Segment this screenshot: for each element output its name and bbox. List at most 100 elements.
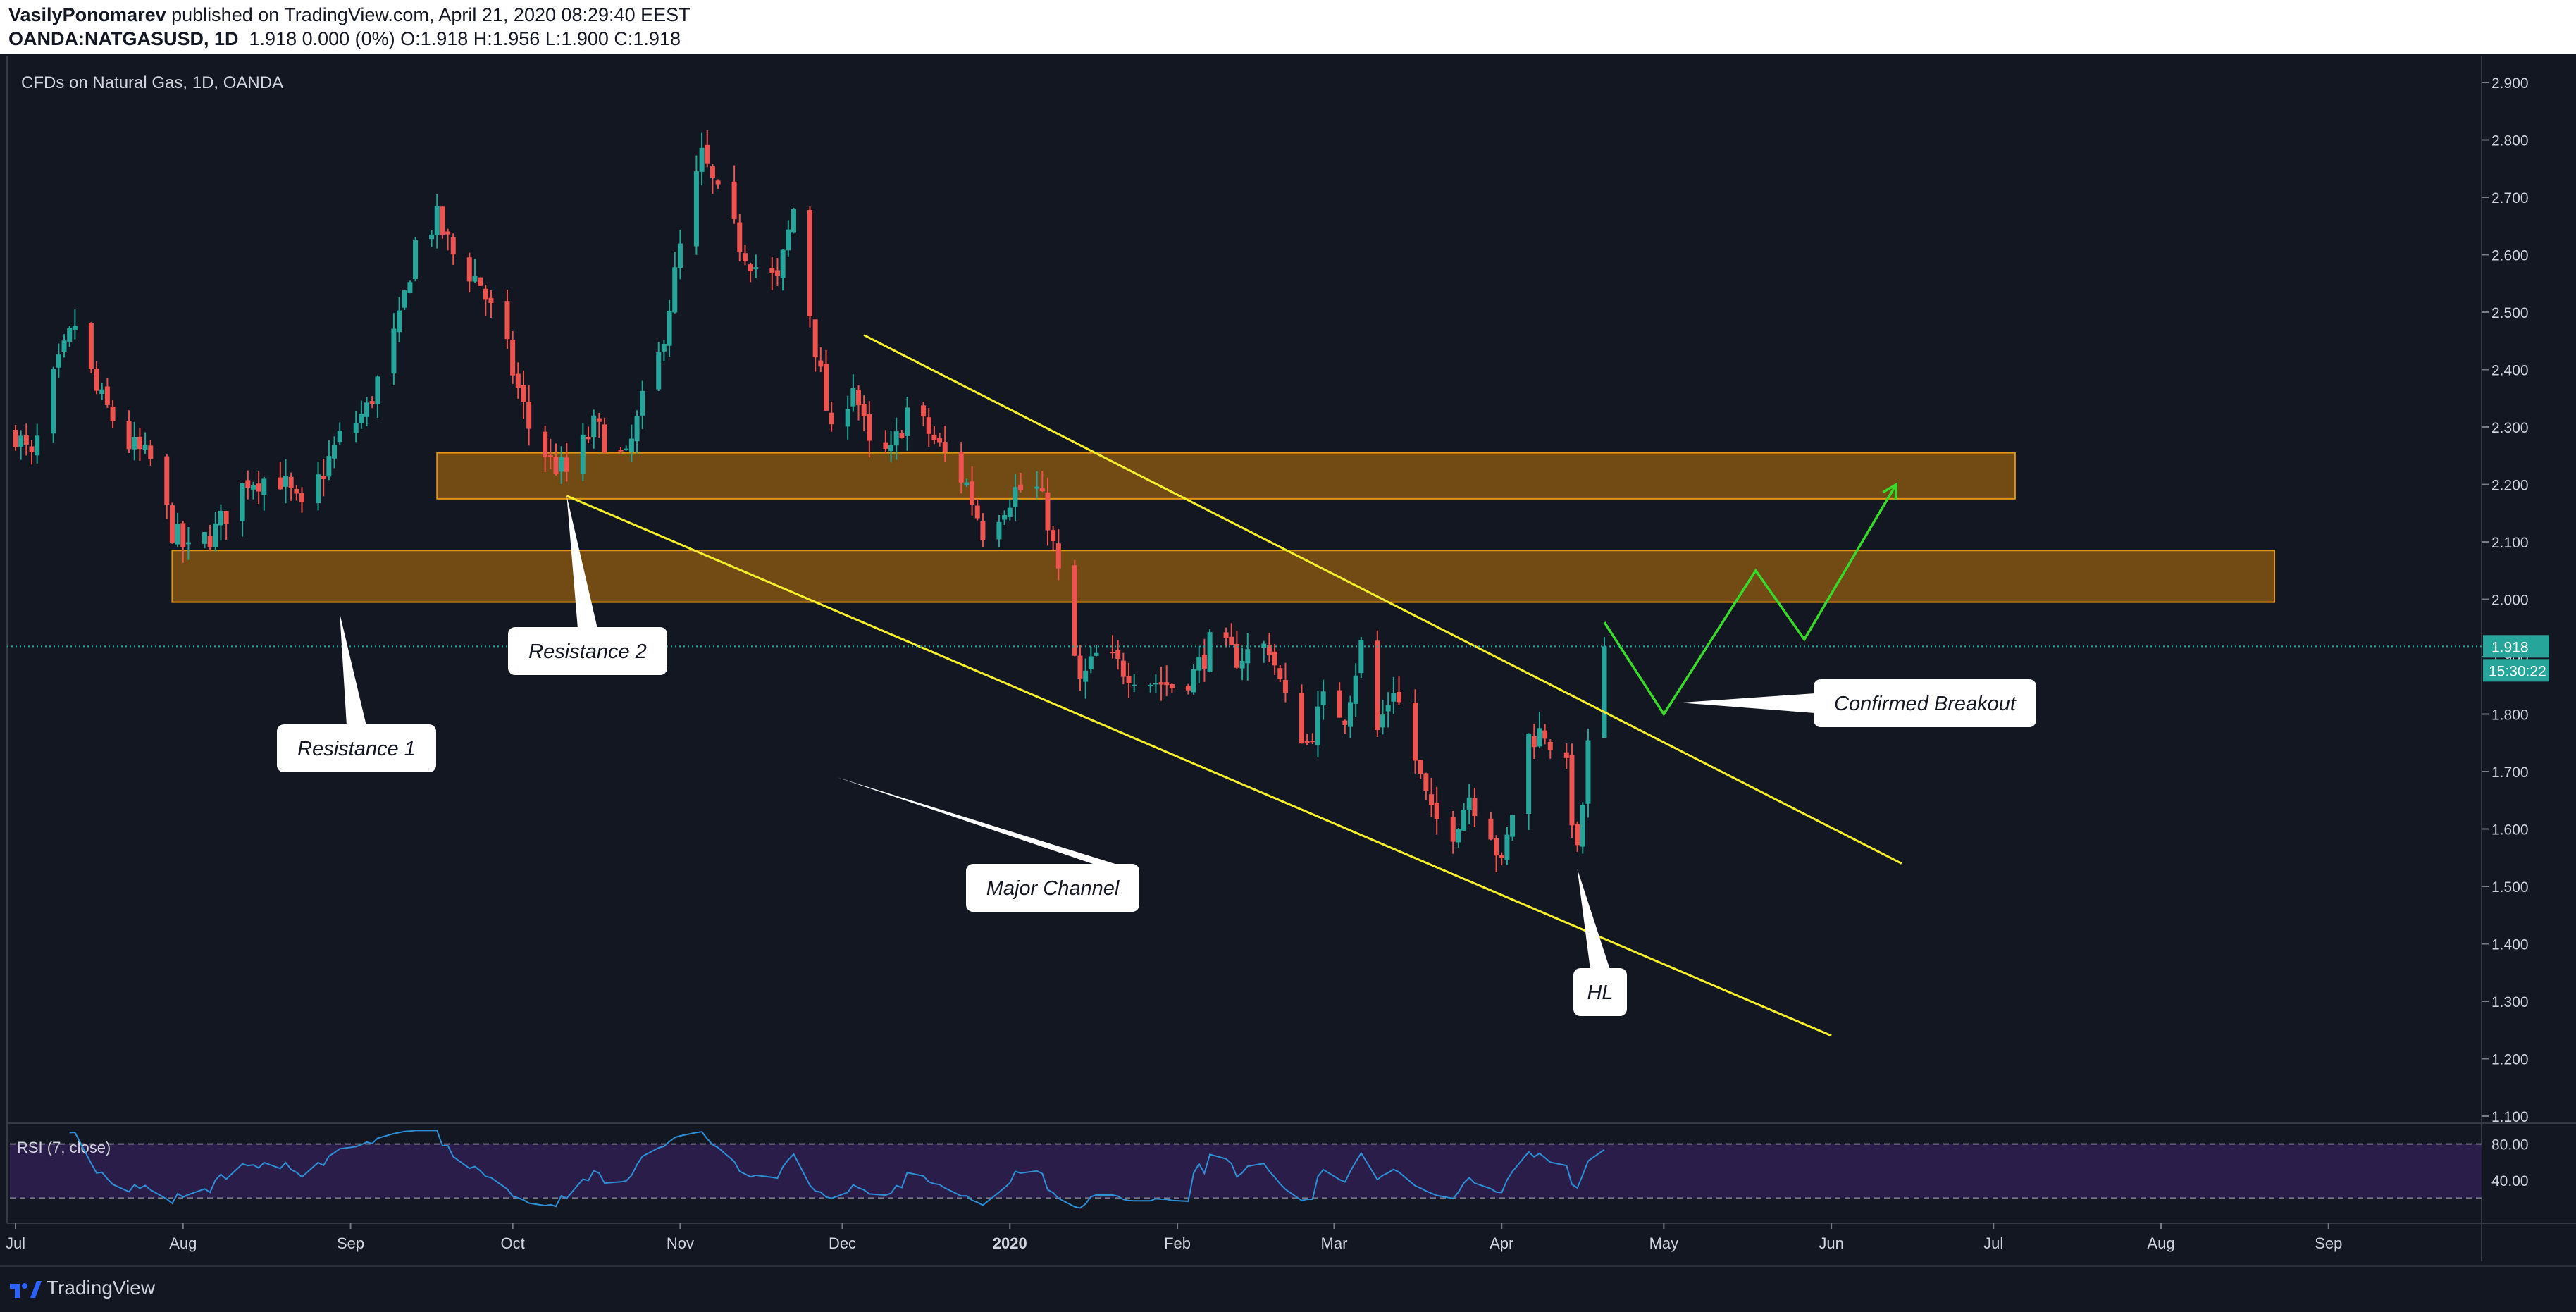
candle-body[interactable] — [353, 423, 359, 433]
candle-body[interactable] — [326, 456, 332, 477]
candle-body[interactable] — [1223, 632, 1229, 638]
candle-body[interactable] — [337, 431, 342, 443]
candle-body[interactable] — [1585, 740, 1591, 804]
candle-body[interactable] — [850, 388, 856, 407]
candle-body[interactable] — [1077, 655, 1083, 679]
candle-body[interactable] — [786, 229, 791, 251]
candle-body[interactable] — [1575, 824, 1580, 846]
candle-body[interactable] — [553, 457, 559, 474]
candle-body[interactable] — [1537, 728, 1542, 747]
candle-body[interactable] — [261, 478, 267, 495]
candle-body[interactable] — [375, 376, 380, 404]
candle-body[interactable] — [1358, 640, 1364, 674]
candle-body[interactable] — [693, 171, 699, 247]
candle-body[interactable] — [1385, 705, 1391, 712]
candle-body[interactable] — [1083, 670, 1089, 682]
candle-body[interactable] — [1120, 660, 1126, 677]
candle-body[interactable] — [1201, 655, 1207, 669]
candle-body[interactable] — [1007, 507, 1013, 517]
annotation-callout[interactable]: Confirmed Breakout — [1680, 679, 2036, 727]
resistance-zone-2[interactable] — [171, 550, 2276, 603]
candle-body[interactable] — [407, 282, 413, 293]
candle-body[interactable] — [288, 476, 294, 489]
candle-body[interactable] — [818, 360, 824, 367]
candle-body[interactable] — [483, 288, 488, 300]
candle-body[interactable] — [61, 340, 67, 352]
candle-body[interactable] — [23, 435, 29, 445]
candle-body[interactable] — [564, 457, 569, 472]
candle-body[interactable] — [1320, 691, 1326, 705]
candle-body[interactable] — [56, 354, 61, 368]
candle-body[interactable] — [1353, 675, 1358, 704]
candle-body[interactable] — [807, 210, 812, 316]
candle-body[interactable] — [223, 511, 229, 524]
candle-body[interactable] — [893, 431, 899, 446]
candle-body[interactable] — [710, 166, 715, 178]
tradingview-logo-icon[interactable] — [8, 1277, 42, 1301]
candle-body[interactable] — [1380, 714, 1386, 728]
candle-body[interactable] — [104, 386, 110, 405]
candle-body[interactable] — [1488, 818, 1494, 840]
candle-body[interactable] — [1266, 645, 1272, 655]
candle-body[interactable] — [1088, 656, 1094, 670]
candle-body[interactable] — [661, 344, 667, 352]
candle-body[interactable] — [391, 328, 397, 374]
candle-body[interactable] — [640, 390, 645, 416]
candle-body[interactable] — [964, 482, 970, 485]
candle-body[interactable] — [628, 438, 634, 452]
annotation-callout[interactable]: Resistance 1 — [277, 613, 436, 772]
candle-body[interactable] — [472, 276, 478, 282]
candle-body[interactable] — [13, 430, 18, 447]
candle-body[interactable] — [1185, 686, 1191, 691]
candle-body[interactable] — [1547, 741, 1553, 750]
candle-body[interactable] — [547, 455, 553, 457]
candle-body[interactable] — [175, 524, 180, 545]
candle-body[interactable] — [1126, 676, 1132, 684]
candle-body[interactable] — [1002, 514, 1008, 520]
candle-body[interactable] — [748, 264, 753, 272]
candle-body[interactable] — [1245, 649, 1251, 664]
candle-body[interactable] — [867, 414, 872, 441]
candle-body[interactable] — [1094, 652, 1099, 656]
candle-body[interactable] — [1169, 683, 1175, 688]
candle-body[interactable] — [753, 267, 759, 270]
candle-body[interactable] — [1282, 680, 1288, 693]
candle-body[interactable] — [316, 474, 321, 504]
candle-body[interactable] — [937, 438, 943, 443]
candle-body[interactable] — [1191, 669, 1196, 693]
candle-body[interactable] — [250, 485, 256, 490]
candle-body[interactable] — [829, 412, 834, 425]
candle-body[interactable] — [602, 424, 607, 453]
candle-body[interactable] — [905, 407, 910, 436]
candle-body[interactable] — [677, 243, 683, 268]
candle-body[interactable] — [256, 483, 261, 492]
candle-body[interactable] — [1234, 643, 1239, 668]
candle-body[interactable] — [974, 505, 980, 519]
candle-body[interactable] — [218, 510, 223, 526]
candle-body[interactable] — [521, 385, 526, 402]
candle-body[interactable] — [1375, 640, 1380, 731]
candle-body[interactable] — [699, 147, 705, 172]
candle-body[interactable] — [478, 277, 483, 286]
candle-body[interactable] — [1110, 652, 1115, 654]
candle-body[interactable] — [624, 448, 629, 450]
candle-body[interactable] — [996, 521, 1002, 540]
candle-body[interactable] — [321, 476, 326, 479]
candle-body[interactable] — [1531, 736, 1537, 748]
candle-body[interactable] — [980, 521, 986, 540]
candle-body[interactable] — [1391, 693, 1397, 702]
candle-body[interactable] — [634, 416, 640, 442]
annotation-callout[interactable]: HL — [1573, 869, 1627, 1016]
candle-body[interactable] — [94, 369, 99, 391]
candle-body[interactable] — [824, 364, 829, 411]
candle-body[interactable] — [364, 402, 370, 417]
candle-body[interactable] — [1315, 706, 1320, 745]
candle-body[interactable] — [1434, 803, 1439, 819]
candle-body[interactable] — [1072, 565, 1077, 656]
candle-body[interactable] — [543, 431, 548, 457]
candle-body[interactable] — [931, 434, 937, 440]
candle-body[interactable] — [1342, 720, 1348, 725]
candle-body[interactable] — [1272, 651, 1277, 666]
candle-body[interactable] — [1034, 486, 1040, 489]
candle-body[interactable] — [780, 249, 786, 278]
